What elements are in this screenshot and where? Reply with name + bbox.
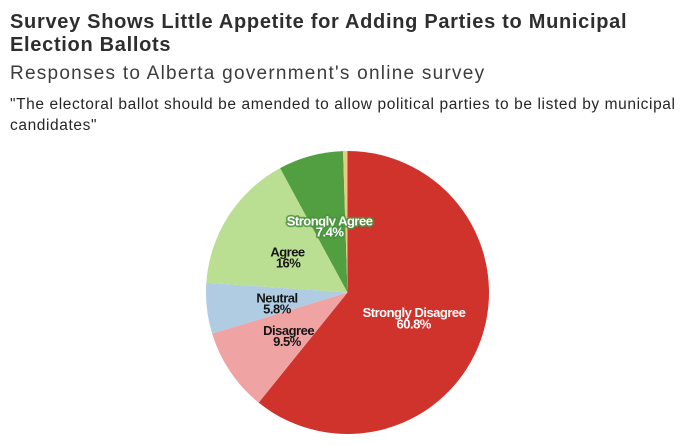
svg-text:60.8%: 60.8% [397,317,432,332]
svg-text:Agree: Agree [270,245,305,260]
svg-text:Strongly Disagree: Strongly Disagree [363,305,466,320]
svg-text:5.8%: 5.8% [263,301,292,316]
svg-text:Disagree: Disagree [263,323,314,338]
svg-text:9.5%: 9.5% [273,334,302,349]
svg-text:7.4%: 7.4% [316,225,345,240]
svg-text:Strongly Agree: Strongly Agree [287,213,373,228]
svg-text:16%: 16% [276,255,301,270]
svg-text:Neutral: Neutral [256,291,297,306]
